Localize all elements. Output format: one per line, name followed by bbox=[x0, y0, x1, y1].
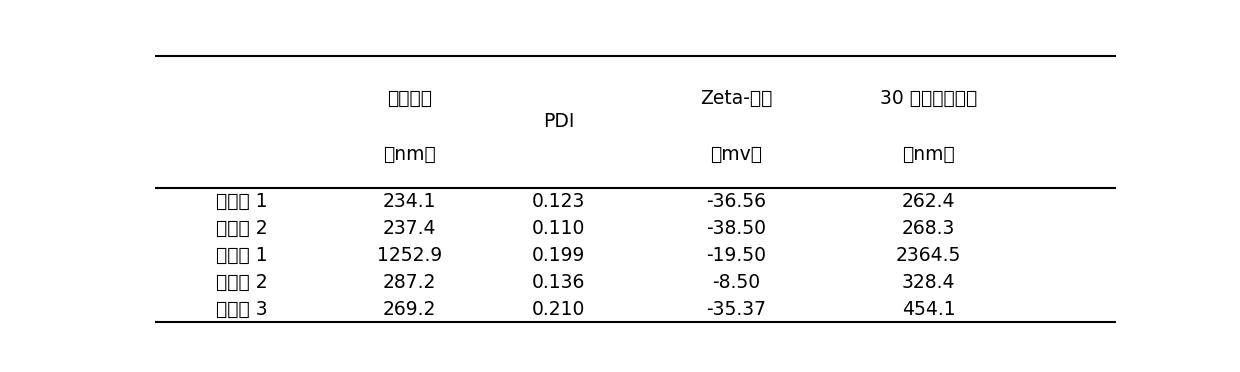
Text: 对比例 2: 对比例 2 bbox=[216, 273, 268, 292]
Text: 269.2: 269.2 bbox=[383, 299, 436, 318]
Text: Zeta-电位: Zeta-电位 bbox=[701, 89, 773, 108]
Text: （nm）: （nm） bbox=[383, 145, 436, 164]
Text: 454.1: 454.1 bbox=[901, 299, 955, 318]
Text: 262.4: 262.4 bbox=[901, 192, 955, 211]
Text: 实施例 2: 实施例 2 bbox=[216, 219, 268, 238]
Text: 287.2: 287.2 bbox=[383, 273, 436, 292]
Text: -38.50: -38.50 bbox=[707, 219, 766, 238]
Text: 268.3: 268.3 bbox=[901, 219, 955, 238]
Text: （mv）: （mv） bbox=[711, 145, 763, 164]
Text: 1252.9: 1252.9 bbox=[377, 246, 443, 264]
Text: 平均粒径: 平均粒径 bbox=[387, 89, 433, 108]
Text: 0.210: 0.210 bbox=[532, 299, 585, 318]
Text: 对比例 1: 对比例 1 bbox=[216, 246, 268, 264]
Text: -19.50: -19.50 bbox=[707, 246, 766, 264]
Text: 0.110: 0.110 bbox=[532, 219, 585, 238]
Text: PDI: PDI bbox=[543, 112, 574, 131]
Text: -35.37: -35.37 bbox=[707, 299, 766, 318]
Text: 328.4: 328.4 bbox=[901, 273, 955, 292]
Text: 0.123: 0.123 bbox=[532, 192, 585, 211]
Text: 30 天后平均粒径: 30 天后平均粒径 bbox=[880, 89, 977, 108]
Text: -36.56: -36.56 bbox=[707, 192, 766, 211]
Text: 2364.5: 2364.5 bbox=[897, 246, 961, 264]
Text: 实施例 1: 实施例 1 bbox=[216, 192, 268, 211]
Text: 对比例 3: 对比例 3 bbox=[216, 299, 268, 318]
Text: 234.1: 234.1 bbox=[383, 192, 436, 211]
Text: （nm）: （nm） bbox=[903, 145, 955, 164]
Text: -8.50: -8.50 bbox=[712, 273, 760, 292]
Text: 0.199: 0.199 bbox=[532, 246, 585, 264]
Text: 237.4: 237.4 bbox=[383, 219, 436, 238]
Text: 0.136: 0.136 bbox=[532, 273, 585, 292]
